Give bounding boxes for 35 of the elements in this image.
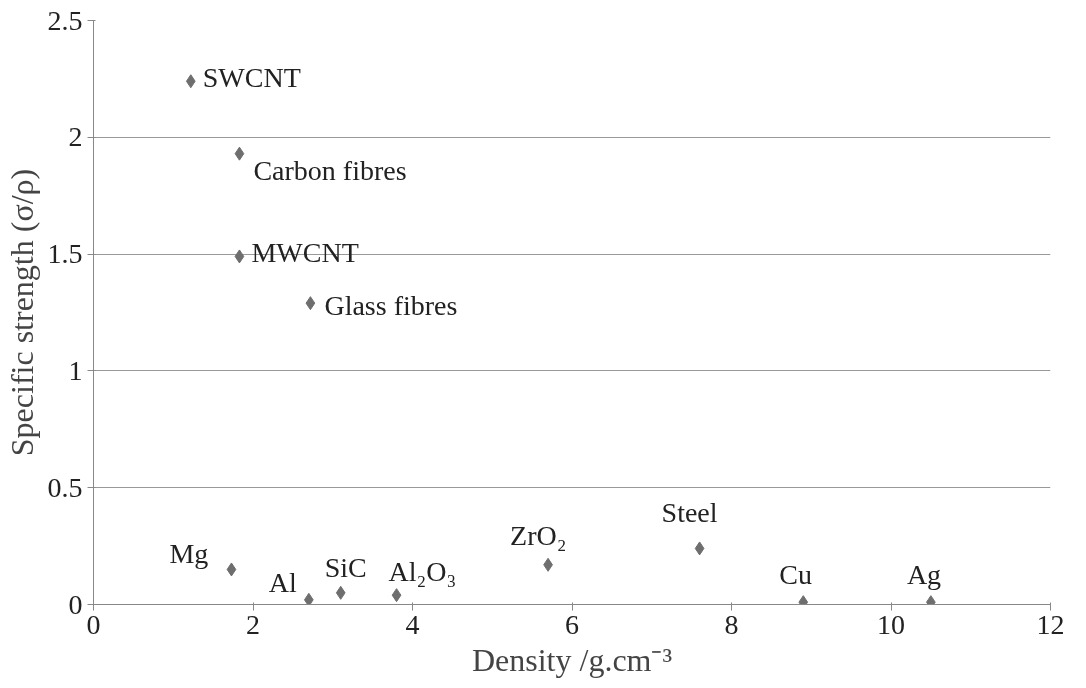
x-tick-label: 6: [565, 608, 579, 640]
x-tick-label: 10: [877, 608, 905, 640]
point: [305, 296, 316, 311]
annotation: Cu: [779, 559, 812, 591]
x-axis-title: Density /g.cm⁻³: [471, 641, 673, 678]
x-tick-label: 2: [246, 608, 260, 640]
annotation: Mg: [169, 538, 209, 570]
annotation: SiC: [324, 551, 367, 583]
point: [185, 74, 196, 89]
annotation: SWCNT: [202, 62, 301, 94]
y-tick-label: 0: [68, 588, 83, 620]
annotation: Al₂O₃: [388, 556, 457, 588]
y-tick-label: 1.5: [47, 238, 83, 270]
point: [335, 585, 346, 600]
x-tick-label: 8: [724, 608, 739, 640]
point: [694, 541, 705, 556]
point: [226, 562, 237, 577]
y-tick-label: 0.5: [47, 471, 83, 503]
point: [234, 249, 245, 264]
annotation: Al: [268, 566, 298, 598]
point: [303, 592, 314, 605]
point: [391, 588, 402, 603]
x-tick-label: 12: [1036, 608, 1065, 640]
y-tick-label: 1: [68, 354, 83, 386]
annotation: Steel: [661, 497, 718, 529]
point: [234, 146, 245, 161]
annotation: Carbon fibres: [253, 154, 407, 186]
y-tick-label: 2.5: [47, 4, 83, 36]
annotation: Ag: [906, 559, 942, 591]
annotation: MWCNT: [251, 237, 359, 269]
y-axis-title: Specific strength (σ/ρ): [3, 168, 40, 457]
annotation: Glass fibres: [324, 290, 458, 322]
annotation: ZrO₂: [510, 519, 567, 551]
y-tick-label: 2: [68, 121, 83, 153]
x-tick-label: 4: [405, 608, 420, 640]
